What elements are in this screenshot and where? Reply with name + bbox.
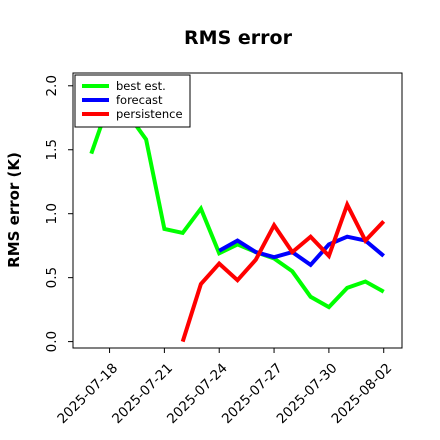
series-layer bbox=[89, 97, 386, 343]
legend-label: forecast bbox=[116, 93, 163, 107]
legend-label: best est. bbox=[116, 79, 166, 93]
y-axis-label: RMS error (K) bbox=[5, 152, 23, 268]
y-tick-label: 0.5 bbox=[44, 267, 60, 288]
series-line-persistence bbox=[180, 199, 386, 343]
y-tick-label: 2.0 bbox=[44, 75, 60, 96]
y-tick-label: 1.5 bbox=[44, 139, 60, 160]
series-line-forecast bbox=[218, 234, 385, 268]
plot-frame bbox=[72, 72, 403, 349]
legend-label: persistence bbox=[116, 107, 183, 121]
series-line-best-est bbox=[89, 97, 385, 310]
y-tick-label: 0.0 bbox=[44, 331, 60, 352]
x-axis-ticks: 2025-07-182025-07-212025-07-242025-07-27… bbox=[54, 348, 395, 427]
chart-title: RMS error bbox=[184, 27, 293, 49]
y-axis-ticks: 0.0 0.5 1.0 1.5 2.0 bbox=[44, 75, 73, 352]
y-tick-label: 1.0 bbox=[44, 203, 60, 224]
